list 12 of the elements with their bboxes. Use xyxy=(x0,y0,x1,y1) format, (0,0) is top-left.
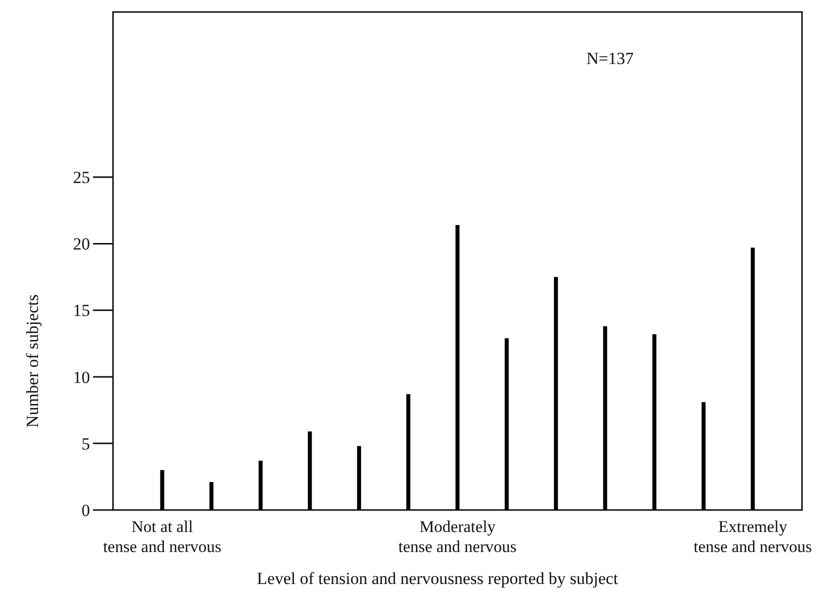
y-tick-label: 5 xyxy=(82,434,90,454)
x-tick-label: Extremely tense and nervous xyxy=(694,517,812,556)
y-tick-label: 0 xyxy=(82,500,90,520)
annotation: N=137 xyxy=(586,49,634,68)
x-tick-label: Moderately tense and nervous xyxy=(398,517,517,556)
y-axis-title: Number of subjects xyxy=(23,294,42,428)
y-tick-label: 15 xyxy=(73,301,90,320)
x-axis-title: Level of tension and nervousness reported by subject xyxy=(256,569,618,588)
x-tick-label: Not at all tense and nervous xyxy=(103,517,222,556)
y-tick-label: 25 xyxy=(73,168,90,188)
y-tick-label: 10 xyxy=(73,368,90,387)
y-tick-label: 20 xyxy=(73,234,90,254)
